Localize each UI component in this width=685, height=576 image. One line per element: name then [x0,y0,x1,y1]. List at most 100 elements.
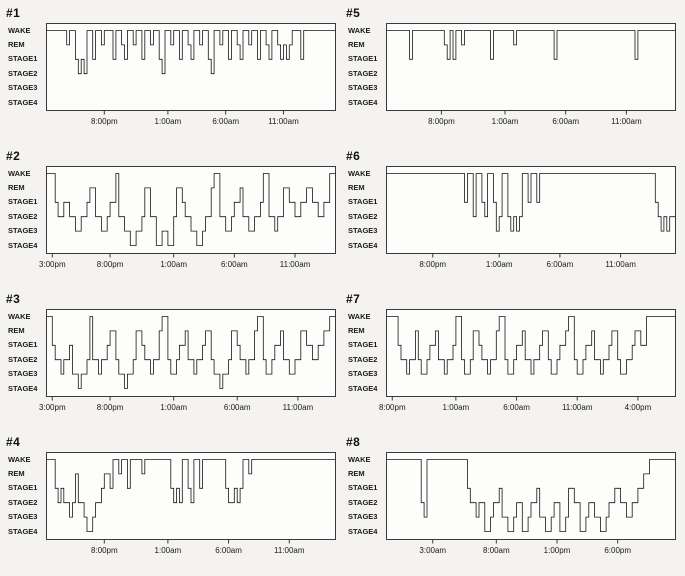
time-tick-label: 11:00am [605,260,636,269]
stage-label-rem: REM [8,325,25,335]
hypnogram-plot-1: 8:00pm 1:00am 6:00am 11:00am [46,23,336,126]
stage-label-wake: WAKE [348,168,371,178]
time-tick-label: 8:00pm [379,403,406,412]
plot-frame [386,309,676,397]
stage-label-rem: REM [8,468,25,478]
plot-frame [386,23,676,111]
hypnogram-plot-5: 8:00pm 1:00am 6:00am 11:00am [386,23,676,126]
hypnogram-plot-6: 8:00pm 1:00am 6:00am 11:00am [386,166,676,269]
stage-axis-labels: WAKE REM STAGE1 STAGE2 STAGE3 STAGE4 [346,23,386,127]
time-tick-label: 1:00am [443,403,470,412]
stage-label-stage2: STAGE2 [348,354,378,364]
time-tick-label: 1:00am [155,546,182,555]
panel-title-4: #4 [6,435,21,449]
time-tick-label: 8:00pm [91,117,118,126]
hypnogram-panel-6: #6 WAKE REM STAGE1 STAGE2 STAGE3 STAGE4 8:00p… [346,147,682,290]
stage-label-wake: WAKE [8,168,31,178]
hypnogram-plot-3: 3:00pm 8:00pm 1:00am 6:00am 11:00am [39,309,336,412]
hypnogram-trace [386,173,676,232]
hypnogram-panel-3: #3 WAKE REM STAGE1 STAGE2 STAGE3 STAGE4 3:00p… [6,290,342,433]
time-tick-label: 11:00am [280,260,311,269]
stage-label-stage4: STAGE4 [348,97,378,107]
stage-label-wake: WAKE [348,454,371,464]
stage-label-stage2: STAGE2 [8,497,38,507]
hypnogram-trace [386,30,676,60]
time-tick-label: 3:00am [419,546,446,555]
panel-title-7: #7 [346,292,361,306]
chart-body: WAKE REM STAGE1 STAGE2 STAGE3 STAGE4 8:00pm 1:… [6,452,342,556]
stage-label-stage4: STAGE4 [348,383,378,393]
stage-label-stage3: STAGE3 [8,83,38,93]
stage-axis-labels: WAKE REM STAGE1 STAGE2 STAGE3 STAGE4 [346,309,386,413]
time-tick-label: 8:00pm [428,117,455,126]
stage-label-stage1: STAGE1 [8,54,38,64]
chart-body: WAKE REM STAGE1 STAGE2 STAGE3 STAGE4 8:00pm 1:… [346,309,682,413]
panel-title-3: #3 [6,292,21,306]
hypnogram-trace [386,316,676,375]
time-tick-label: 6:00am [224,403,251,412]
hypnogram-trace [46,173,336,246]
plot-frame [46,452,336,540]
stage-label-rem: REM [348,468,365,478]
plot-frame [46,23,336,111]
hypnogram-panel-5: #5 WAKE REM STAGE1 STAGE2 STAGE3 STAGE4 8:00p… [346,4,682,147]
stage-axis-labels: WAKE REM STAGE1 STAGE2 STAGE3 STAGE4 [6,166,46,270]
chart-body: WAKE REM STAGE1 STAGE2 STAGE3 STAGE4 8:00pm 1:… [346,23,682,127]
time-tick-label: 11:00am [562,403,593,412]
time-tick-label: 6:00am [212,117,239,126]
stage-label-stage4: STAGE4 [8,383,38,393]
hypnogram-trace [386,459,676,532]
time-tick-label: 1:00am [486,260,513,269]
hypnogram-plot-4: 8:00pm 1:00am 6:00am 11:00am [46,452,336,555]
stage-axis-labels: WAKE REM STAGE1 STAGE2 STAGE3 STAGE4 [346,166,386,270]
stage-label-wake: WAKE [8,454,31,464]
stage-label-stage1: STAGE1 [348,54,378,64]
time-tick-label: 11:00am [274,546,305,555]
stage-label-stage2: STAGE2 [8,354,38,364]
hypnogram-panel-2: #2 WAKE REM STAGE1 STAGE2 STAGE3 STAGE4 3:00p… [6,147,342,290]
chart-body: WAKE REM STAGE1 STAGE2 STAGE3 STAGE4 3:00pm 8:… [6,166,342,270]
stage-label-stage3: STAGE3 [348,226,378,236]
hypnogram-plot-2: 3:00pm 8:00pm 1:00am 6:00am 11:00am [39,166,336,269]
stage-label-stage3: STAGE3 [8,226,38,236]
panel-title-1: #1 [6,6,21,20]
chart-body: WAKE REM STAGE1 STAGE2 STAGE3 STAGE4 8:00pm 1:… [346,166,682,270]
hypnogram-panel-4: #4 WAKE REM STAGE1 STAGE2 STAGE3 STAGE4 8:00p… [6,433,342,576]
stage-label-rem: REM [8,182,25,192]
time-tick-label: 8:00pm [419,260,446,269]
stage-label-stage1: STAGE1 [348,197,378,207]
time-tick-label: 1:00pm [544,546,571,555]
hypnogram-plot-8: 3:00am 8:00am 1:00pm 6:00pm [386,452,676,555]
panel-title-6: #6 [346,149,361,163]
stage-label-rem: REM [8,39,25,49]
time-tick-label: 3:00pm [39,260,66,269]
stage-label-stage1: STAGE1 [8,340,38,350]
time-tick-label: 1:00am [155,117,182,126]
chart-body: WAKE REM STAGE1 STAGE2 STAGE3 STAGE4 8:00pm 1:… [6,23,342,127]
time-tick-label: 6:00am [215,546,242,555]
time-tick-label: 8:00pm [97,260,124,269]
stage-label-wake: WAKE [8,25,31,35]
stage-label-wake: WAKE [348,311,371,321]
stage-label-stage1: STAGE1 [8,197,38,207]
time-tick-label: 11:00am [268,117,299,126]
stage-axis-labels: WAKE REM STAGE1 STAGE2 STAGE3 STAGE4 [6,309,46,413]
stage-label-stage3: STAGE3 [8,369,38,379]
panel-title-8: #8 [346,435,361,449]
stage-label-stage1: STAGE1 [348,483,378,493]
hypnogram-plot-7: 8:00pm 1:00am 6:00am 11:00am 4:00pm [379,309,676,412]
chart-body: WAKE REM STAGE1 STAGE2 STAGE3 STAGE4 3:00pm 8:… [6,309,342,413]
time-tick-label: 8:00pm [91,546,118,555]
stage-label-stage1: STAGE1 [8,483,38,493]
stage-label-stage3: STAGE3 [348,83,378,93]
stage-label-stage4: STAGE4 [348,240,378,250]
stage-label-rem: REM [348,182,365,192]
stage-label-stage2: STAGE2 [348,497,378,507]
time-tick-label: 6:00am [503,403,530,412]
stage-label-wake: WAKE [348,25,371,35]
stage-label-stage2: STAGE2 [348,68,378,78]
time-tick-label: 6:00am [221,260,248,269]
time-tick-label: 3:00pm [39,403,66,412]
hypnogram-trace [46,459,336,532]
panel-title-2: #2 [6,149,21,163]
